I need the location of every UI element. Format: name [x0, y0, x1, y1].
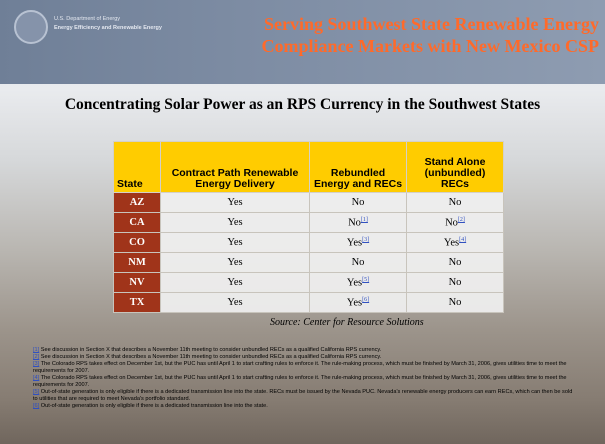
cell: No	[309, 252, 407, 273]
agency-name: U.S. Department of Energy	[54, 16, 121, 22]
state-cell: CO	[113, 232, 161, 253]
footnote: [5] Out-of-state generation is only elig…	[33, 389, 578, 403]
column-header: Contract Path Renewable Energy Delivery	[160, 141, 310, 193]
footnote-ref: [6]	[362, 296, 370, 303]
table-body: AZ Yes No No CA Yes No[1] No[2] CO Yes Yes[3] Yes[4…	[113, 192, 504, 313]
footnote: [1] See discussion in Section X that des…	[33, 347, 578, 354]
column-header: Rebundled Energy and RECs	[309, 141, 407, 193]
footnote-ref: [3]	[362, 236, 370, 243]
cell: Yes	[160, 192, 310, 213]
cell: Yes	[160, 292, 310, 313]
state-cell: AZ	[113, 192, 161, 213]
title: Serving Southwest State Renewable Energy	[264, 14, 599, 34]
logo	[14, 10, 48, 44]
table-row: TX Yes Yes[6] No	[113, 292, 504, 313]
cell-text: Yes	[443, 237, 460, 249]
footnote-ref: [1]	[360, 216, 368, 223]
cell-text: Yes	[346, 237, 363, 249]
column-header: State	[113, 141, 161, 193]
cell: Yes	[160, 212, 310, 233]
cell: No[2]	[406, 212, 504, 233]
cell: No	[406, 272, 504, 293]
cell: Yes	[160, 252, 310, 273]
footnote-marker: [3]	[33, 361, 40, 367]
table-row: CO Yes Yes[3] Yes[4]	[113, 232, 504, 253]
state-cell: TX	[113, 292, 161, 313]
cell: No	[309, 192, 407, 213]
footnote-text: See discussion in Section X that describ…	[40, 354, 382, 360]
cell-text: Yes	[346, 277, 363, 289]
footnote-marker: [2]	[33, 354, 40, 360]
cell-text: No	[348, 217, 361, 229]
footnote-marker: [5]	[33, 389, 40, 395]
cell: No	[406, 192, 504, 213]
table-row: NV Yes Yes[5] No	[113, 272, 504, 293]
table-row: AZ Yes No No	[113, 192, 504, 213]
footnotes: [1] See discussion in Section X that des…	[33, 347, 578, 410]
footnote-marker: [1]	[33, 347, 40, 353]
state-cell: NM	[113, 252, 161, 273]
footnote-ref: [2]	[457, 216, 465, 223]
cell: No	[406, 292, 504, 313]
cell: Yes[4]	[406, 232, 504, 253]
footnote-text: Out-of-state generation is only eligible…	[33, 389, 573, 402]
footnote-text: Out-of-state generation is only eligible…	[40, 403, 268, 409]
footnote-ref: [5]	[362, 276, 370, 283]
footnote: [3] The Colorado RPS takes effect on Dec…	[33, 361, 578, 375]
footnote-marker: [4]	[33, 375, 40, 381]
subtitle: Concentrating Solar Power as an RPS Curr…	[64, 96, 541, 113]
footnote-text: See discussion in Section X that describ…	[40, 347, 382, 353]
state-cell: NV	[113, 272, 161, 293]
header-row: State Contract Path Renewable Energy Deli…	[113, 141, 504, 193]
footnote-text: The Colorado RPS takes effect on Decembe…	[33, 375, 567, 388]
column-header: Stand Alone (unbundled) RECs	[406, 141, 504, 193]
footnote-marker: [6]	[33, 403, 40, 409]
table: State Contract Path Renewable Energy Deli…	[113, 141, 504, 313]
header: U.S. Department of Energy Energy Efficie…	[0, 0, 605, 84]
source: Source: Center for Resource Solutions	[270, 317, 424, 328]
table-row: CA Yes No[1] No[2]	[113, 212, 504, 233]
cell: Yes[5]	[309, 272, 407, 293]
footnote: [6] Out-of-state generation is only elig…	[33, 403, 578, 410]
footnote: [2] See discussion in Section X that des…	[33, 354, 578, 361]
title: Compliance Markets with New Mexico CSP	[261, 36, 599, 56]
agency-office: Energy Efficiency and Renewable Energy	[54, 25, 162, 31]
cell: No[1]	[309, 212, 407, 233]
state-cell: CA	[113, 212, 161, 233]
cell: Yes[6]	[309, 292, 407, 313]
footnote-text: The Colorado RPS takes effect on Decembe…	[33, 361, 567, 374]
cell: Yes	[160, 232, 310, 253]
cell: Yes[3]	[309, 232, 407, 253]
cell: No	[406, 252, 504, 273]
footnote: [4] The Colorado RPS takes effect on Dec…	[33, 375, 578, 389]
cell-text: No	[445, 217, 458, 229]
cell-text: Yes	[346, 297, 363, 309]
table-row: NM Yes No No	[113, 252, 504, 273]
footnote-ref: [4]	[459, 236, 467, 243]
cell: Yes	[160, 272, 310, 293]
